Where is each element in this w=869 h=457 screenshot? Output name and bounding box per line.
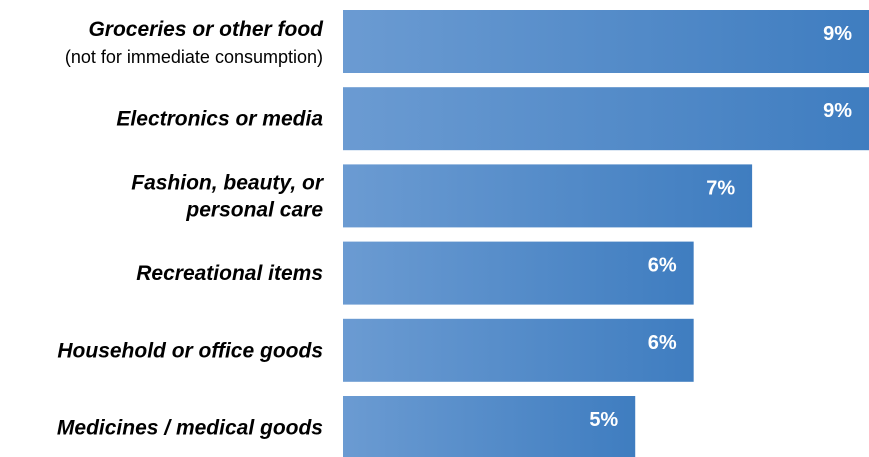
category-label: Electronics or media (116, 108, 323, 131)
bar-value-label: 6% (648, 255, 677, 277)
category-label: Medicines / medical goods (57, 417, 323, 440)
bar (343, 87, 869, 151)
bar-value-label: 5% (589, 409, 618, 431)
category-label: Recreational items (136, 262, 323, 285)
category-label: Groceries or other food (88, 18, 324, 41)
category-label: Fashion, beauty, or (131, 171, 325, 194)
category-sublabel: (not for immediate consumption) (65, 47, 323, 67)
bar-value-label: 7% (706, 177, 735, 199)
bar-value-label: 9% (823, 100, 852, 122)
bar-value-label: 9% (823, 23, 852, 45)
category-label: Household or office goods (57, 339, 323, 362)
bar (343, 10, 869, 73)
category-label: personal care (185, 198, 323, 221)
bar (343, 396, 636, 457)
category-labels: Groceries or other food (not for immediat… (57, 18, 325, 440)
bar (343, 164, 753, 228)
bars-layer: 9% 9% 7% 6% 6% 5% (343, 10, 869, 457)
bar (343, 318, 694, 382)
bar (343, 241, 694, 305)
bar-value-label: 6% (648, 332, 677, 354)
